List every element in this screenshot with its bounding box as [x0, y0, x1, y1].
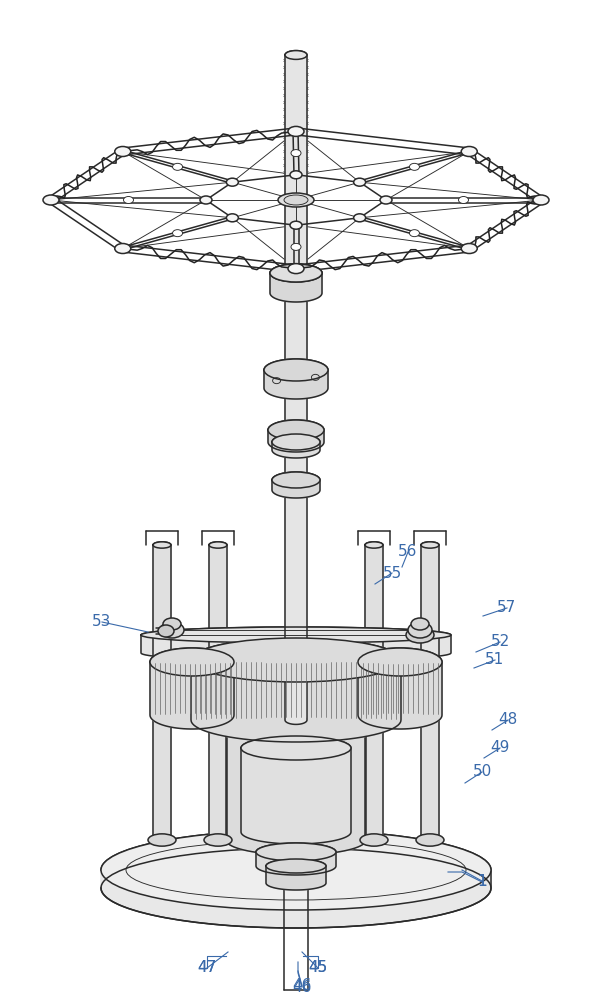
Ellipse shape [226, 705, 366, 735]
Text: 45: 45 [308, 960, 327, 976]
Polygon shape [241, 736, 351, 844]
Polygon shape [191, 638, 401, 742]
Ellipse shape [416, 834, 444, 846]
Polygon shape [270, 264, 322, 302]
Text: 57: 57 [497, 600, 517, 615]
Ellipse shape [353, 178, 366, 186]
Ellipse shape [124, 196, 134, 204]
Ellipse shape [163, 618, 181, 630]
Ellipse shape [150, 648, 234, 676]
Ellipse shape [285, 51, 307, 59]
Ellipse shape [410, 230, 420, 237]
Ellipse shape [256, 843, 336, 861]
Text: 47: 47 [197, 960, 217, 976]
Text: 53: 53 [92, 614, 112, 630]
Polygon shape [272, 434, 320, 458]
Ellipse shape [533, 195, 549, 205]
Ellipse shape [148, 834, 176, 846]
Ellipse shape [268, 420, 324, 440]
Text: 49: 49 [490, 740, 510, 756]
Text: 51: 51 [485, 652, 504, 668]
Polygon shape [153, 542, 171, 843]
Ellipse shape [153, 542, 171, 548]
Ellipse shape [101, 830, 491, 910]
Text: 46: 46 [292, 978, 311, 994]
Text: 48: 48 [498, 712, 517, 728]
Ellipse shape [358, 648, 442, 676]
Ellipse shape [410, 163, 420, 170]
Ellipse shape [272, 434, 320, 450]
Ellipse shape [226, 214, 239, 222]
Ellipse shape [458, 196, 468, 204]
Ellipse shape [270, 264, 322, 282]
Polygon shape [150, 648, 234, 729]
Ellipse shape [353, 214, 366, 222]
Polygon shape [209, 542, 227, 843]
Ellipse shape [172, 230, 182, 237]
Polygon shape [101, 830, 491, 928]
Ellipse shape [290, 171, 302, 179]
Polygon shape [264, 359, 328, 399]
Ellipse shape [209, 542, 227, 548]
Ellipse shape [461, 244, 477, 254]
Polygon shape [268, 420, 324, 452]
Ellipse shape [288, 264, 304, 274]
Polygon shape [365, 542, 383, 843]
Text: 55: 55 [382, 566, 401, 580]
Ellipse shape [191, 638, 401, 682]
Ellipse shape [270, 264, 322, 282]
Polygon shape [358, 648, 442, 729]
Ellipse shape [288, 126, 304, 136]
Ellipse shape [241, 736, 351, 760]
Ellipse shape [290, 221, 302, 229]
Text: 1: 1 [477, 874, 487, 890]
Ellipse shape [200, 196, 212, 204]
Ellipse shape [266, 859, 326, 873]
Ellipse shape [278, 193, 314, 207]
Text: 50: 50 [472, 764, 491, 780]
Polygon shape [226, 705, 366, 855]
Text: 45: 45 [308, 960, 327, 976]
Text: 47: 47 [197, 960, 217, 976]
Polygon shape [285, 51, 307, 724]
Ellipse shape [291, 150, 301, 157]
Ellipse shape [411, 618, 429, 630]
Polygon shape [141, 627, 451, 661]
Polygon shape [256, 843, 336, 875]
Ellipse shape [115, 244, 131, 254]
Ellipse shape [115, 146, 131, 156]
Ellipse shape [204, 834, 232, 846]
Ellipse shape [43, 195, 59, 205]
Polygon shape [272, 472, 320, 498]
Ellipse shape [365, 542, 383, 548]
Text: 52: 52 [490, 635, 510, 650]
Ellipse shape [380, 196, 392, 204]
Ellipse shape [421, 542, 439, 548]
Ellipse shape [172, 163, 182, 170]
Ellipse shape [360, 834, 388, 846]
Ellipse shape [291, 243, 301, 250]
Ellipse shape [160, 622, 184, 638]
Polygon shape [421, 542, 439, 843]
Text: 46: 46 [292, 980, 311, 994]
Ellipse shape [264, 359, 328, 381]
Ellipse shape [461, 146, 477, 156]
Text: 1: 1 [477, 874, 487, 888]
Ellipse shape [272, 472, 320, 488]
Ellipse shape [284, 195, 308, 205]
Polygon shape [266, 859, 326, 890]
Ellipse shape [226, 178, 239, 186]
Ellipse shape [158, 625, 174, 637]
Ellipse shape [141, 627, 451, 643]
Ellipse shape [408, 622, 432, 638]
Ellipse shape [406, 627, 434, 643]
Text: 56: 56 [398, 544, 418, 560]
